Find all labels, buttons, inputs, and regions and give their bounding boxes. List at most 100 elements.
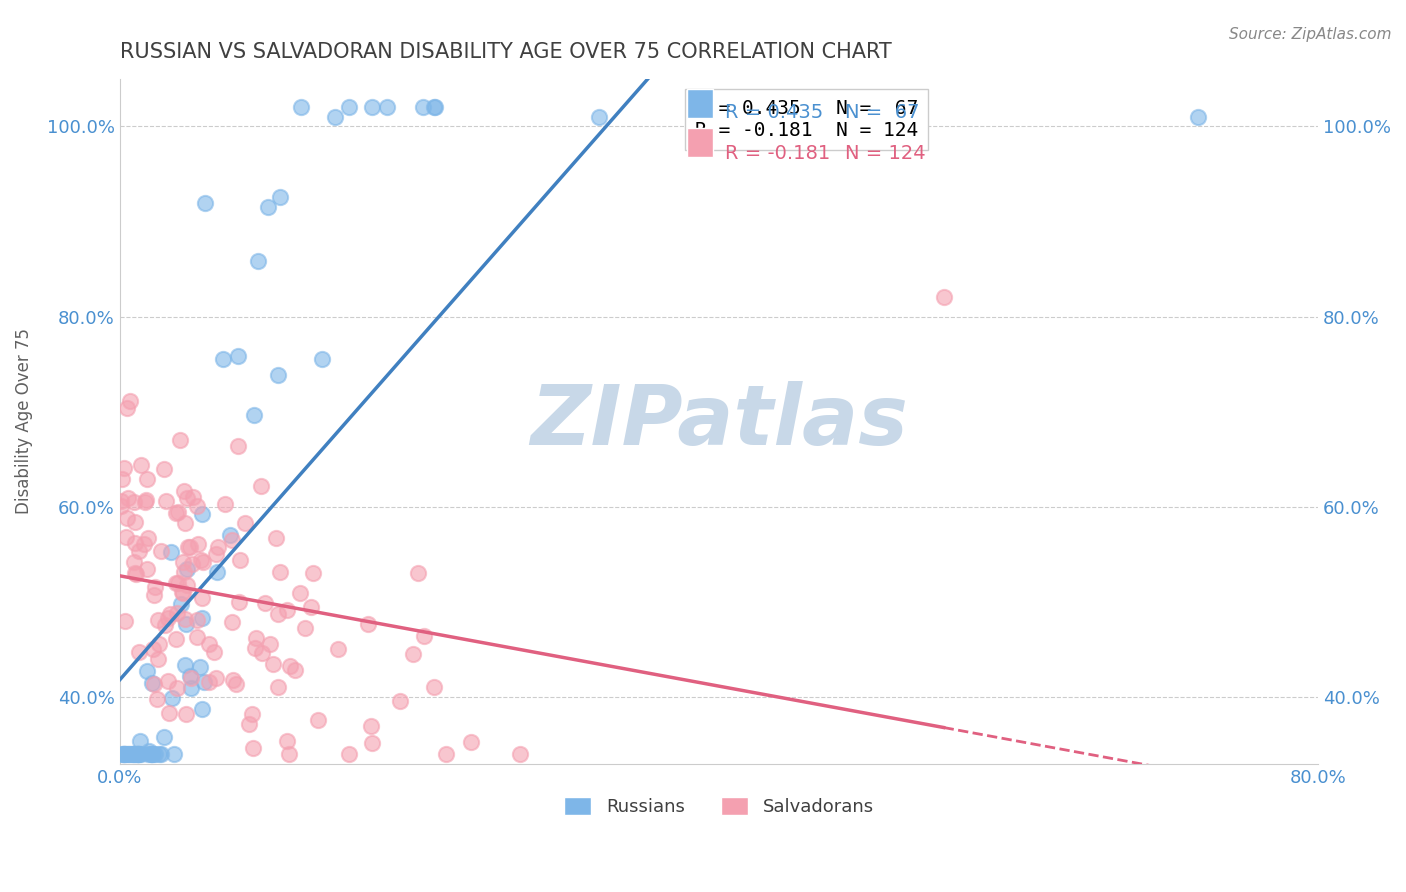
Point <box>134 495 156 509</box>
Point <box>179 540 201 554</box>
Point <box>128 645 150 659</box>
Point <box>128 544 150 558</box>
Point <box>181 557 204 571</box>
Point <box>360 736 382 750</box>
Point <box>186 631 208 645</box>
Point <box>228 595 250 609</box>
Point <box>129 747 152 762</box>
Point <box>166 681 188 695</box>
Point <box>141 676 163 690</box>
Point <box>112 747 135 762</box>
Point <box>127 747 149 762</box>
Point <box>1187 110 1209 124</box>
Point <box>243 408 266 422</box>
Point <box>172 584 194 599</box>
Point <box>269 189 291 203</box>
Point <box>141 747 163 762</box>
Text: Source: ZipAtlas.com: Source: ZipAtlas.com <box>1229 27 1392 42</box>
Point <box>148 637 170 651</box>
Point <box>277 747 299 762</box>
Point <box>122 554 145 568</box>
Point <box>257 200 280 214</box>
Point <box>180 681 202 696</box>
Point <box>186 613 208 627</box>
Point <box>124 495 146 509</box>
Point <box>187 537 209 551</box>
Point <box>193 675 215 690</box>
Point <box>190 659 212 673</box>
Point <box>114 747 136 762</box>
Point <box>229 553 252 567</box>
Point <box>198 674 221 689</box>
Point <box>311 351 333 366</box>
Point <box>337 747 360 762</box>
Point <box>143 747 166 762</box>
Point <box>214 498 236 512</box>
Point <box>127 747 149 762</box>
Point <box>360 100 382 114</box>
Point <box>157 706 180 720</box>
Point <box>118 747 141 762</box>
Point <box>117 747 139 762</box>
Point <box>157 673 180 688</box>
Point <box>269 566 291 580</box>
Point <box>290 100 312 114</box>
Y-axis label: Disability Age Over 75: Disability Age Over 75 <box>15 328 32 514</box>
Point <box>294 621 316 635</box>
Point <box>136 562 159 576</box>
Point <box>145 580 167 594</box>
Point <box>160 690 183 705</box>
Point <box>243 640 266 655</box>
Point <box>124 747 146 762</box>
Point <box>138 744 160 758</box>
Point <box>284 663 307 677</box>
Point <box>173 658 195 673</box>
Point <box>167 575 190 590</box>
Point <box>198 637 221 651</box>
FancyBboxPatch shape <box>686 89 713 118</box>
Point <box>128 747 150 762</box>
Point <box>302 566 325 580</box>
Point <box>149 747 172 762</box>
Point <box>174 706 197 721</box>
Point <box>117 491 139 505</box>
Point <box>267 607 290 622</box>
Point <box>240 706 263 721</box>
Point <box>170 598 193 612</box>
Point <box>290 586 312 600</box>
Point <box>267 368 290 382</box>
Point <box>190 701 212 715</box>
Point <box>166 606 188 620</box>
Point <box>204 671 226 685</box>
Point <box>173 565 195 579</box>
Point <box>423 680 446 694</box>
Point <box>406 566 429 580</box>
Point <box>117 511 139 525</box>
Point <box>246 253 269 268</box>
Point <box>153 462 176 476</box>
Point <box>142 747 165 762</box>
Point <box>141 642 163 657</box>
Point <box>139 747 162 762</box>
Point <box>264 532 287 546</box>
Point <box>375 100 398 114</box>
Point <box>337 100 360 114</box>
Point <box>221 673 243 687</box>
Point <box>155 618 177 632</box>
Point <box>111 472 134 486</box>
Point <box>174 516 197 530</box>
Point <box>142 588 165 602</box>
Point <box>148 652 170 666</box>
Point <box>389 694 412 708</box>
Point <box>169 433 191 447</box>
Point <box>202 645 225 659</box>
Point <box>124 747 146 762</box>
Point <box>191 611 214 625</box>
Point <box>114 530 136 544</box>
Point <box>114 747 136 762</box>
Point <box>136 531 159 545</box>
Point <box>226 439 249 453</box>
Text: RUSSIAN VS SALVADORAN DISABILITY AGE OVER 75 CORRELATION CHART: RUSSIAN VS SALVADORAN DISABILITY AGE OVE… <box>120 42 891 62</box>
Point <box>115 401 138 415</box>
Point <box>122 747 145 762</box>
